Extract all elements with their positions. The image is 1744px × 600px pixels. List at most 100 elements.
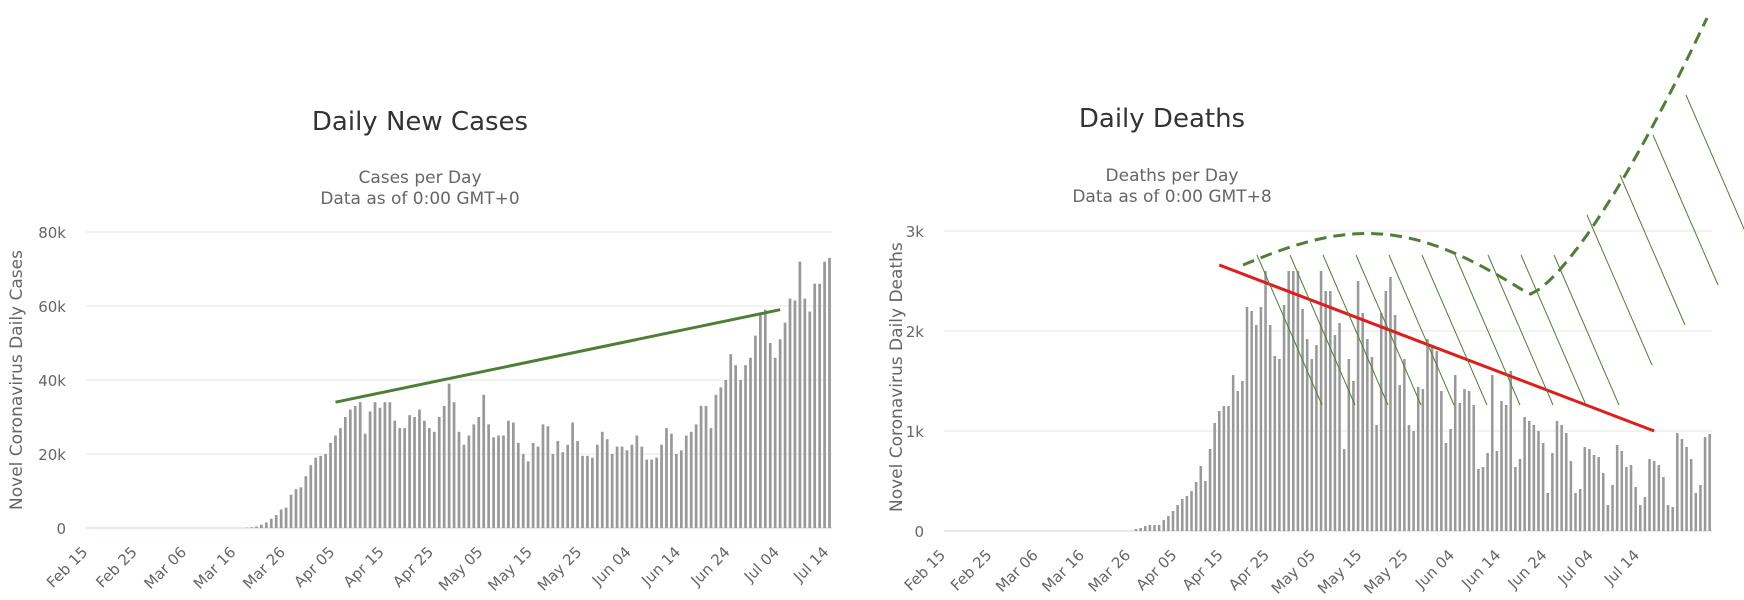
bar <box>472 424 476 528</box>
chart-subtitle-line-2: Data as of 0:00 GMT+8 <box>1072 187 1272 207</box>
bar <box>1453 375 1457 531</box>
bar <box>1680 439 1684 531</box>
bar <box>1606 505 1610 531</box>
bar <box>1532 425 1536 531</box>
bar <box>1472 405 1476 531</box>
bar <box>1486 453 1489 531</box>
hatch-line <box>1685 94 1744 231</box>
bar <box>541 424 545 528</box>
x-tick-label: Mar 06 <box>992 546 1042 596</box>
bar <box>1324 291 1327 531</box>
bar <box>749 357 752 528</box>
bar <box>1551 453 1554 531</box>
bar <box>536 446 540 528</box>
bar <box>477 417 481 528</box>
bar <box>334 435 337 528</box>
bar <box>546 426 550 528</box>
hatch-line <box>1487 254 1554 406</box>
bar <box>457 431 461 528</box>
bar <box>452 402 456 528</box>
bar <box>1282 305 1286 531</box>
hatch-line <box>1322 254 1389 406</box>
bar <box>823 261 826 528</box>
bar <box>526 461 530 528</box>
bar <box>1620 451 1624 531</box>
x-tick-label: Jul 04 <box>1554 546 1597 589</box>
bar <box>418 409 421 528</box>
bar <box>1153 525 1156 531</box>
x-tick-label: Jun 04 <box>1411 546 1458 593</box>
y-tick-label: 60k <box>38 298 66 316</box>
bar <box>1301 309 1304 531</box>
x-tick-label: Apr 05 <box>1133 546 1181 594</box>
bar <box>828 257 831 528</box>
bar <box>1662 477 1665 531</box>
hatch-line <box>1355 254 1422 406</box>
hatch-line <box>1553 254 1620 406</box>
bar <box>1477 469 1480 531</box>
x-tick-label: Apr 25 <box>389 543 437 591</box>
x-tick-label: Feb 25 <box>92 543 140 591</box>
bar <box>1583 447 1587 531</box>
bar <box>1412 431 1415 531</box>
bar <box>423 420 426 528</box>
bar <box>1296 271 1300 531</box>
bar <box>1222 406 1226 531</box>
hatch-line <box>1520 254 1587 406</box>
x-tick-label: Jul 14 <box>1600 546 1643 589</box>
x-tick-label: Feb 15 <box>901 546 949 594</box>
bar <box>304 476 308 528</box>
x-tick-label: Mar 06 <box>140 543 190 593</box>
bar <box>1490 375 1494 531</box>
x-tick-label: Mar 16 <box>190 543 240 593</box>
bar <box>561 452 565 528</box>
bar <box>373 402 377 528</box>
bar <box>427 428 431 528</box>
bar <box>645 459 649 528</box>
hatch-line <box>1289 254 1356 406</box>
chart-plot-area: 0 20k 40k 60k 80k Feb 15 Feb 25 Mar 06 Mar 16 Mar… <box>38 224 832 595</box>
bar <box>763 309 767 528</box>
bar <box>507 420 510 528</box>
bar <box>739 380 742 528</box>
bar <box>773 357 777 528</box>
bar <box>566 444 570 528</box>
bar <box>502 435 505 528</box>
x-tick-label: Jun 24 <box>1504 546 1551 593</box>
bar <box>1676 433 1679 531</box>
chart-subtitle-line-1: Cases per Day <box>358 168 482 188</box>
bar <box>339 428 342 528</box>
bar <box>665 428 668 528</box>
bar <box>487 424 491 528</box>
bar <box>719 387 723 528</box>
bar <box>610 454 614 528</box>
bar <box>1162 520 1166 531</box>
bar <box>1694 493 1698 531</box>
bar <box>1685 447 1688 531</box>
bar <box>1384 291 1388 531</box>
bar <box>1569 461 1573 531</box>
bar <box>1292 271 1295 531</box>
bar <box>630 444 634 528</box>
x-tick-label: Apr 15 <box>340 543 388 591</box>
bar <box>1689 459 1693 531</box>
bar <box>1236 391 1240 531</box>
bar <box>679 450 683 528</box>
bar <box>1208 449 1212 531</box>
chart-subtitle-line-1: Deaths per Day <box>1105 166 1239 186</box>
bar <box>1185 496 1189 531</box>
x-tick-label: May 25 <box>534 543 586 595</box>
bar <box>1495 451 1499 531</box>
bar <box>1319 271 1323 531</box>
bar <box>1652 461 1656 531</box>
bar <box>1227 406 1230 531</box>
hatch-line <box>1256 254 1323 406</box>
bar <box>260 524 263 528</box>
x-tick-label: Feb 15 <box>43 543 91 591</box>
bar <box>1199 466 1203 531</box>
bar <box>531 442 535 528</box>
bar <box>378 407 382 528</box>
bar <box>1305 339 1309 531</box>
bar <box>620 446 624 528</box>
bar <box>1134 529 1138 531</box>
